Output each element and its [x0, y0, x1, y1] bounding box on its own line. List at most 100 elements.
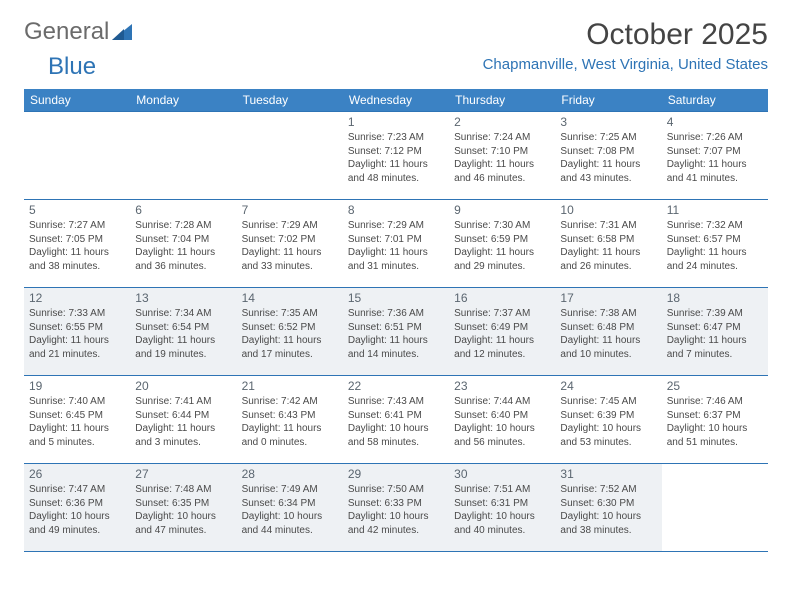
- day-info: Sunrise: 7:44 AMSunset: 6:40 PMDaylight:…: [454, 395, 550, 449]
- day-number: 10: [560, 203, 656, 217]
- day-number: 11: [667, 203, 763, 217]
- day-header: Monday: [130, 89, 236, 111]
- day-number: 18: [667, 291, 763, 305]
- day-number: 1: [348, 115, 444, 129]
- calendar-cell: 4 Sunrise: 7:26 AMSunset: 7:07 PMDaylight…: [662, 111, 768, 199]
- calendar-page: General October 2025 Chapmanville, West …: [0, 0, 792, 562]
- day-info: Sunrise: 7:35 AMSunset: 6:52 PMDaylight:…: [242, 307, 338, 361]
- day-number: 6: [135, 203, 231, 217]
- day-info: Sunrise: 7:31 AMSunset: 6:58 PMDaylight:…: [560, 219, 656, 273]
- month-title: October 2025: [483, 18, 768, 52]
- calendar-cell-empty: [130, 111, 236, 199]
- day-number: 3: [560, 115, 656, 129]
- day-header: Wednesday: [343, 89, 449, 111]
- day-number: 30: [454, 467, 550, 481]
- day-info: Sunrise: 7:25 AMSunset: 7:08 PMDaylight:…: [560, 131, 656, 185]
- day-info: Sunrise: 7:50 AMSunset: 6:33 PMDaylight:…: [348, 483, 444, 537]
- day-number: 26: [29, 467, 125, 481]
- day-number: 31: [560, 467, 656, 481]
- day-info: Sunrise: 7:32 AMSunset: 6:57 PMDaylight:…: [667, 219, 763, 273]
- day-info: Sunrise: 7:26 AMSunset: 7:07 PMDaylight:…: [667, 131, 763, 185]
- calendar-cell: 1 Sunrise: 7:23 AMSunset: 7:12 PMDaylight…: [343, 111, 449, 199]
- day-number: 22: [348, 379, 444, 393]
- day-info: Sunrise: 7:23 AMSunset: 7:12 PMDaylight:…: [348, 131, 444, 185]
- day-info: Sunrise: 7:52 AMSunset: 6:30 PMDaylight:…: [560, 483, 656, 537]
- day-header: Sunday: [24, 89, 130, 111]
- day-info: Sunrise: 7:29 AMSunset: 7:02 PMDaylight:…: [242, 219, 338, 273]
- day-number: 17: [560, 291, 656, 305]
- sail-icon: [112, 24, 132, 40]
- calendar-cell: 3 Sunrise: 7:25 AMSunset: 7:08 PMDaylight…: [555, 111, 661, 199]
- day-number: 15: [348, 291, 444, 305]
- calendar-cell: 18Sunrise: 7:39 AMSunset: 6:47 PMDayligh…: [662, 287, 768, 375]
- calendar: SundayMondayTuesdayWednesdayThursdayFrid…: [24, 89, 768, 552]
- day-info: Sunrise: 7:33 AMSunset: 6:55 PMDaylight:…: [29, 307, 125, 361]
- day-number: 21: [242, 379, 338, 393]
- day-info: Sunrise: 7:48 AMSunset: 6:35 PMDaylight:…: [135, 483, 231, 537]
- calendar-header-row: SundayMondayTuesdayWednesdayThursdayFrid…: [24, 89, 768, 111]
- day-number: 27: [135, 467, 231, 481]
- day-number: 5: [29, 203, 125, 217]
- day-number: 28: [242, 467, 338, 481]
- calendar-cell: 29 Sunrise: 7:50 AMSunset: 6:33 PMDayligh…: [343, 463, 449, 551]
- calendar-cell: 23 Sunrise: 7:44 AMSunset: 6:40 PMDayligh…: [449, 375, 555, 463]
- day-info: Sunrise: 7:28 AMSunset: 7:04 PMDaylight:…: [135, 219, 231, 273]
- calendar-cell: 8 Sunrise: 7:29 AMSunset: 7:01 PMDaylight…: [343, 199, 449, 287]
- calendar-cell: 14Sunrise: 7:35 AMSunset: 6:52 PMDayligh…: [237, 287, 343, 375]
- day-number: 8: [348, 203, 444, 217]
- day-info: Sunrise: 7:46 AMSunset: 6:37 PMDaylight:…: [667, 395, 763, 449]
- day-info: Sunrise: 7:41 AMSunset: 6:44 PMDaylight:…: [135, 395, 231, 449]
- day-number: 29: [348, 467, 444, 481]
- calendar-cell: 21 Sunrise: 7:42 AMSunset: 6:43 PMDayligh…: [237, 375, 343, 463]
- day-info: Sunrise: 7:29 AMSunset: 7:01 PMDaylight:…: [348, 219, 444, 273]
- brand-part1: General: [24, 18, 109, 46]
- day-info: Sunrise: 7:34 AMSunset: 6:54 PMDaylight:…: [135, 307, 231, 361]
- calendar-cell-empty: [237, 111, 343, 199]
- calendar-cell-empty: [24, 111, 130, 199]
- day-info: Sunrise: 7:49 AMSunset: 6:34 PMDaylight:…: [242, 483, 338, 537]
- day-info: Sunrise: 7:37 AMSunset: 6:49 PMDaylight:…: [454, 307, 550, 361]
- calendar-cell: 2 Sunrise: 7:24 AMSunset: 7:10 PMDaylight…: [449, 111, 555, 199]
- day-info: Sunrise: 7:42 AMSunset: 6:43 PMDaylight:…: [242, 395, 338, 449]
- calendar-cell: 12 Sunrise: 7:33 AMSunset: 6:55 PMDayligh…: [24, 287, 130, 375]
- day-number: 2: [454, 115, 550, 129]
- calendar-cell: 9Sunrise: 7:30 AMSunset: 6:59 PMDaylight…: [449, 199, 555, 287]
- day-info: Sunrise: 7:45 AMSunset: 6:39 PMDaylight:…: [560, 395, 656, 449]
- day-number: 20: [135, 379, 231, 393]
- day-header: Tuesday: [237, 89, 343, 111]
- day-info: Sunrise: 7:43 AMSunset: 6:41 PMDaylight:…: [348, 395, 444, 449]
- calendar-cell: 27 Sunrise: 7:48 AMSunset: 6:35 PMDayligh…: [130, 463, 236, 551]
- day-info: Sunrise: 7:36 AMSunset: 6:51 PMDaylight:…: [348, 307, 444, 361]
- day-number: 4: [667, 115, 763, 129]
- day-number: 12: [29, 291, 125, 305]
- day-info: Sunrise: 7:27 AMSunset: 7:05 PMDaylight:…: [29, 219, 125, 273]
- calendar-cell: 13 Sunrise: 7:34 AMSunset: 6:54 PMDayligh…: [130, 287, 236, 375]
- calendar-cell: 19 Sunrise: 7:40 AMSunset: 6:45 PMDayligh…: [24, 375, 130, 463]
- calendar-cell: 10 Sunrise: 7:31 AMSunset: 6:58 PMDayligh…: [555, 199, 661, 287]
- calendar-cell: 22 Sunrise: 7:43 AMSunset: 6:41 PMDayligh…: [343, 375, 449, 463]
- calendar-cell: 31 Sunrise: 7:52 AMSunset: 6:30 PMDayligh…: [555, 463, 661, 551]
- calendar-cell: 26 Sunrise: 7:47 AMSunset: 6:36 PMDayligh…: [24, 463, 130, 551]
- calendar-cell: 20 Sunrise: 7:41 AMSunset: 6:44 PMDayligh…: [130, 375, 236, 463]
- day-info: Sunrise: 7:40 AMSunset: 6:45 PMDaylight:…: [29, 395, 125, 449]
- day-info: Sunrise: 7:30 AMSunset: 6:59 PMDaylight:…: [454, 219, 550, 273]
- day-info: Sunrise: 7:47 AMSunset: 6:36 PMDaylight:…: [29, 483, 125, 537]
- day-number: 23: [454, 379, 550, 393]
- calendar-cell: 15 Sunrise: 7:36 AMSunset: 6:51 PMDayligh…: [343, 287, 449, 375]
- day-number: 19: [29, 379, 125, 393]
- calendar-cell: 6 Sunrise: 7:28 AMSunset: 7:04 PMDaylight…: [130, 199, 236, 287]
- calendar-cell: 7Sunrise: 7:29 AMSunset: 7:02 PMDaylight…: [237, 199, 343, 287]
- calendar-cell: 17 Sunrise: 7:38 AMSunset: 6:48 PMDayligh…: [555, 287, 661, 375]
- day-info: Sunrise: 7:38 AMSunset: 6:48 PMDaylight:…: [560, 307, 656, 361]
- day-number: 25: [667, 379, 763, 393]
- day-number: 13: [135, 291, 231, 305]
- day-info: Sunrise: 7:51 AMSunset: 6:31 PMDaylight:…: [454, 483, 550, 537]
- calendar-cell: 25 Sunrise: 7:46 AMSunset: 6:37 PMDayligh…: [662, 375, 768, 463]
- calendar-cell: 5 Sunrise: 7:27 AMSunset: 7:05 PMDaylight…: [24, 199, 130, 287]
- calendar-body: 1 Sunrise: 7:23 AMSunset: 7:12 PMDaylight…: [24, 111, 768, 552]
- calendar-cell-empty: [662, 463, 768, 551]
- bottom-rule: [24, 551, 768, 552]
- day-number: 16: [454, 291, 550, 305]
- day-info: Sunrise: 7:24 AMSunset: 7:10 PMDaylight:…: [454, 131, 550, 185]
- calendar-cell: 28 Sunrise: 7:49 AMSunset: 6:34 PMDayligh…: [237, 463, 343, 551]
